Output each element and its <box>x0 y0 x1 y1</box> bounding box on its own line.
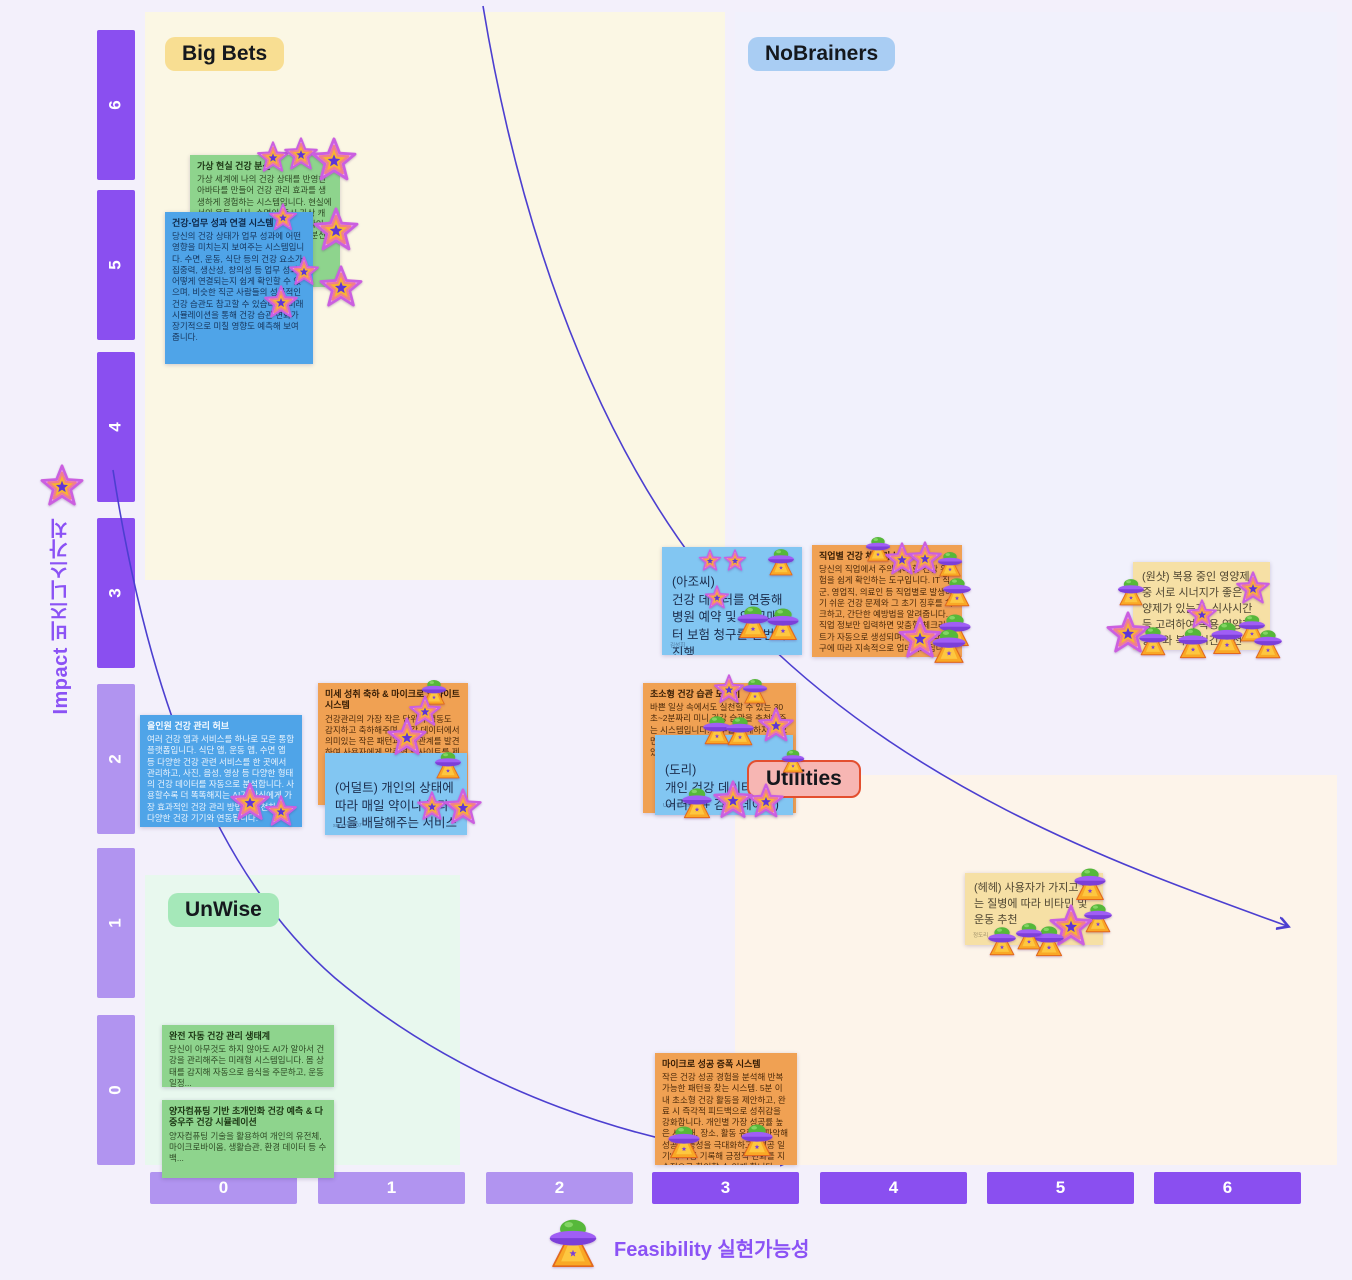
x-axis-label: Feasibility 실현가능성 <box>614 1239 810 1261</box>
y-tick-6: 6 <box>97 30 135 180</box>
y-tick-5: 5 <box>97 190 135 340</box>
note-title: 올인원 건강 관리 허브 <box>147 721 230 731</box>
y-tick-2: 2 <box>97 684 135 834</box>
y-axis-label: Impact 비즈니스가치 <box>50 518 72 715</box>
star-sticker[interactable] <box>386 717 428 759</box>
star-sticker[interactable] <box>39 464 85 510</box>
ufo-sticker[interactable] <box>1176 626 1210 660</box>
quadrant-label-nobrainers[interactable]: NoBrainers <box>748 37 896 71</box>
star-sticker[interactable] <box>263 285 299 321</box>
star-sticker[interactable] <box>318 265 364 311</box>
x-tick-2: 2 <box>486 1172 633 1204</box>
x-tick-6: 6 <box>1154 1172 1301 1204</box>
x-tick-6-label: 6 <box>1222 1178 1233 1197</box>
star-sticker[interactable] <box>747 783 785 821</box>
ufo-sticker[interactable] <box>433 750 463 780</box>
quadrant-label-unwise[interactable]: UnWise <box>168 893 279 927</box>
y-tick-4: 4 <box>97 352 135 502</box>
y-tick-4-label: 4 <box>106 422 125 432</box>
note-auto-eco[interactable]: 완전 자동 건강 관리 생태계 당신이 아무것도 하지 않아도 AI가 알아서 … <box>162 1025 334 1087</box>
ufo-sticker[interactable] <box>666 1124 702 1160</box>
star-sticker[interactable] <box>312 207 360 255</box>
x-tick-4: 4 <box>820 1172 967 1204</box>
y-tick-2-label: 2 <box>106 754 125 764</box>
y-tick-5-label: 5 <box>106 260 125 270</box>
note-body: 당신의 건강 상태가 업무 성과에 어떤 영향을 미치는지 보여주는 시스템입니… <box>172 231 306 343</box>
ufo-sticker[interactable] <box>739 1122 775 1158</box>
y-tick-3-label: 3 <box>106 588 125 598</box>
ufo-sticker[interactable] <box>546 1216 600 1270</box>
star-sticker[interactable] <box>268 203 298 233</box>
x-tick-4-label: 4 <box>888 1178 899 1197</box>
y-tick-0: 0 <box>97 1015 135 1165</box>
note-author: 정도리 <box>973 933 989 940</box>
ufo-sticker[interactable] <box>680 786 714 820</box>
ufo-sticker[interactable] <box>930 627 968 665</box>
x-tick-5-label: 5 <box>1055 1178 1066 1197</box>
ufo-sticker[interactable] <box>941 576 973 608</box>
quadrant-utilities <box>735 775 1337 1165</box>
note-title: 완전 자동 건강 관리 생태계 <box>169 1031 271 1041</box>
x-tick-2-label: 2 <box>554 1178 565 1197</box>
note-quantum[interactable]: 양자컴퓨팅 기반 초개인화 건강 예측 & 다중우주 건강 시뮬레이션 양자컴퓨… <box>162 1100 334 1178</box>
y-tick-0-label: 0 <box>106 1085 125 1095</box>
ufo-sticker[interactable] <box>936 550 964 578</box>
star-sticker[interactable] <box>264 795 298 829</box>
ufo-sticker[interactable] <box>780 748 806 774</box>
note-title: 양자컴퓨팅 기반 초개인화 건강 예측 & 다중우주 건강 시뮬레이션 <box>169 1106 323 1128</box>
note-body: 당신이 아무것도 하지 않아도 AI가 알아서 건강을 관리해주는 미래형 시스… <box>169 1044 325 1087</box>
note-author: 김성희 <box>670 643 686 650</box>
y-tick-3: 3 <box>97 518 135 668</box>
ufo-sticker[interactable] <box>765 606 801 642</box>
star-sticker[interactable] <box>698 549 722 573</box>
quadrant-nobrainers <box>735 12 1337 580</box>
star-sticker[interactable] <box>288 256 320 288</box>
x-tick-1-label: 1 <box>386 1178 397 1197</box>
star-sticker[interactable] <box>704 585 730 611</box>
note-title: 가상 현실 건강 분신 <box>197 161 271 171</box>
x-tick-0-label: 0 <box>218 1178 229 1197</box>
star-sticker[interactable] <box>723 549 747 573</box>
star-sticker[interactable] <box>757 707 795 745</box>
star-sticker[interactable] <box>310 137 358 185</box>
x-tick-1: 1 <box>318 1172 465 1204</box>
note-work-link[interactable]: 건강-업무 성과 연결 시스템 당신의 건강 상태가 업무 성과에 어떤 영향을… <box>165 212 313 364</box>
x-tick-5: 5 <box>987 1172 1134 1204</box>
star-sticker[interactable] <box>443 788 483 828</box>
ufo-sticker[interactable] <box>1072 866 1108 902</box>
note-title: 마이크로 성공 증폭 시스템 <box>662 1059 761 1069</box>
ufo-sticker[interactable] <box>1014 921 1044 951</box>
quadrant-label-big-bets[interactable]: Big Bets <box>165 37 285 71</box>
ufo-sticker[interactable] <box>741 677 769 705</box>
note-body: 양자컴퓨팅 기술을 활용하여 개인의 유전체, 마이크로바이옴, 생활습관, 환… <box>169 1130 327 1163</box>
ufo-sticker[interactable] <box>1252 628 1284 660</box>
x-tick-3-label: 3 <box>720 1178 731 1197</box>
ufo-sticker[interactable] <box>1116 577 1146 607</box>
star-sticker[interactable] <box>1235 571 1271 607</box>
ufo-sticker[interactable] <box>724 715 756 747</box>
ufo-sticker[interactable] <box>986 925 1018 957</box>
x-tick-3: 3 <box>652 1172 799 1204</box>
y-tick-1-label: 1 <box>106 918 125 928</box>
note-title: 건강-업무 성과 연결 시스템 <box>172 218 274 228</box>
y-tick-1: 1 <box>97 848 135 998</box>
ufo-sticker[interactable] <box>1137 625 1169 657</box>
note-author: sungm0807 <box>333 823 362 830</box>
ufo-sticker[interactable] <box>766 547 796 577</box>
y-tick-6-label: 6 <box>106 100 125 110</box>
